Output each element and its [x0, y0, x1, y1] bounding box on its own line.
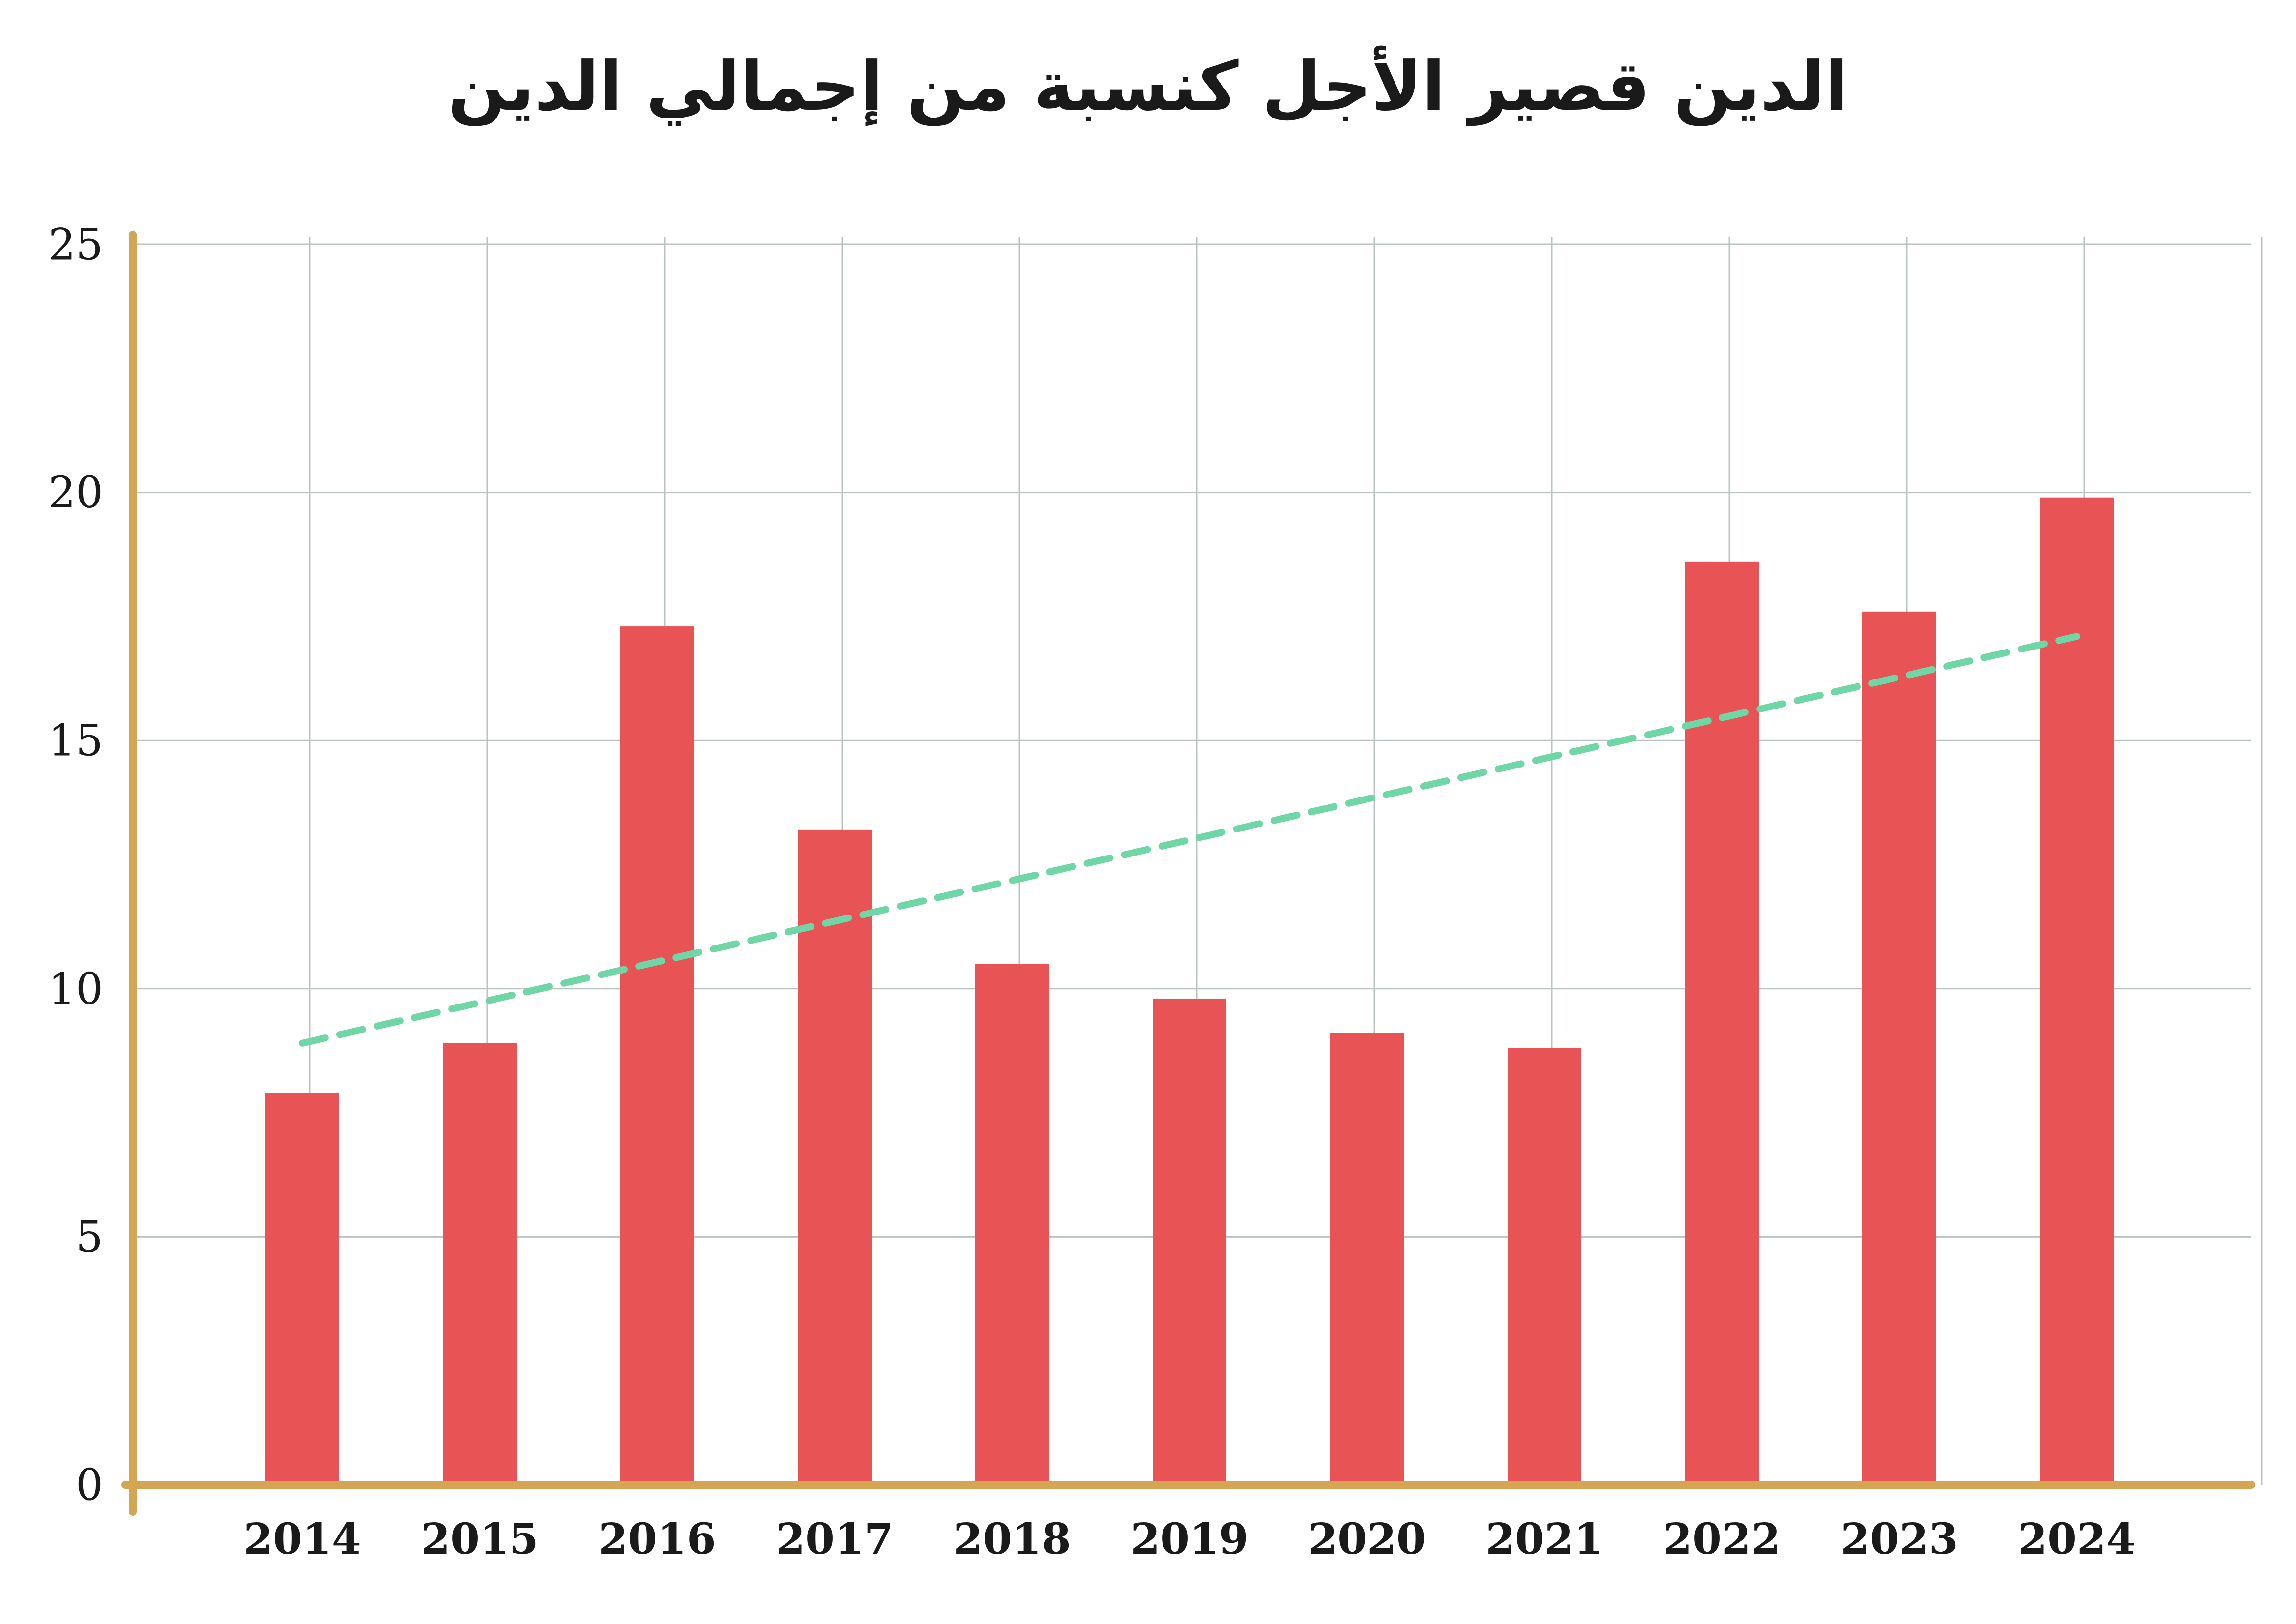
y-tick-label: 15: [48, 715, 103, 766]
bar-2023: [1862, 611, 1936, 1485]
trend-layer: [299, 633, 2080, 1047]
bar-2020: [1330, 1033, 1404, 1485]
bar-2014: [265, 1093, 339, 1485]
x-tick-label: 2022: [1663, 1514, 1780, 1564]
y-tick-label: 5: [76, 1211, 103, 1262]
bar-2019: [1153, 998, 1226, 1485]
x-tick-label: 2014: [243, 1514, 361, 1564]
bar-2015: [443, 1043, 517, 1485]
bar-layer: [265, 497, 2114, 1485]
chart-title: الدين قصير الأجل كنسبة من إجمالي الدين: [448, 47, 1848, 126]
x-tick-label: 2019: [1131, 1514, 1248, 1564]
bar-2024: [2040, 497, 2114, 1485]
y-tick-label: 0: [76, 1460, 103, 1510]
x-tick-label: 2015: [421, 1514, 538, 1564]
y-tick-label: 20: [48, 467, 103, 518]
label-layer: 0 5 10 15 20 25 2014 2015 2016 2017 2018 2019 2020 20…: [48, 219, 2136, 1565]
x-tick-label: 2023: [1840, 1514, 1958, 1564]
x-tick-label: 2018: [953, 1514, 1071, 1564]
axis-layer: [121, 231, 2255, 1516]
bar-2021: [1508, 1048, 1581, 1485]
x-tick-label: 2020: [1308, 1514, 1425, 1564]
trend-line: [299, 633, 2080, 1047]
x-tick-label: 2017: [776, 1514, 893, 1564]
bar-2017: [798, 829, 872, 1485]
y-tick-label: 10: [48, 963, 103, 1014]
x-tick-label: 2016: [598, 1514, 716, 1564]
x-tick-label: 2024: [2018, 1514, 2135, 1564]
bar-2022: [1685, 561, 1759, 1485]
bar-2018: [975, 964, 1049, 1485]
y-tick-label: 25: [48, 219, 103, 270]
x-tick-label: 2021: [1485, 1514, 1603, 1564]
bar-2016: [620, 626, 694, 1485]
